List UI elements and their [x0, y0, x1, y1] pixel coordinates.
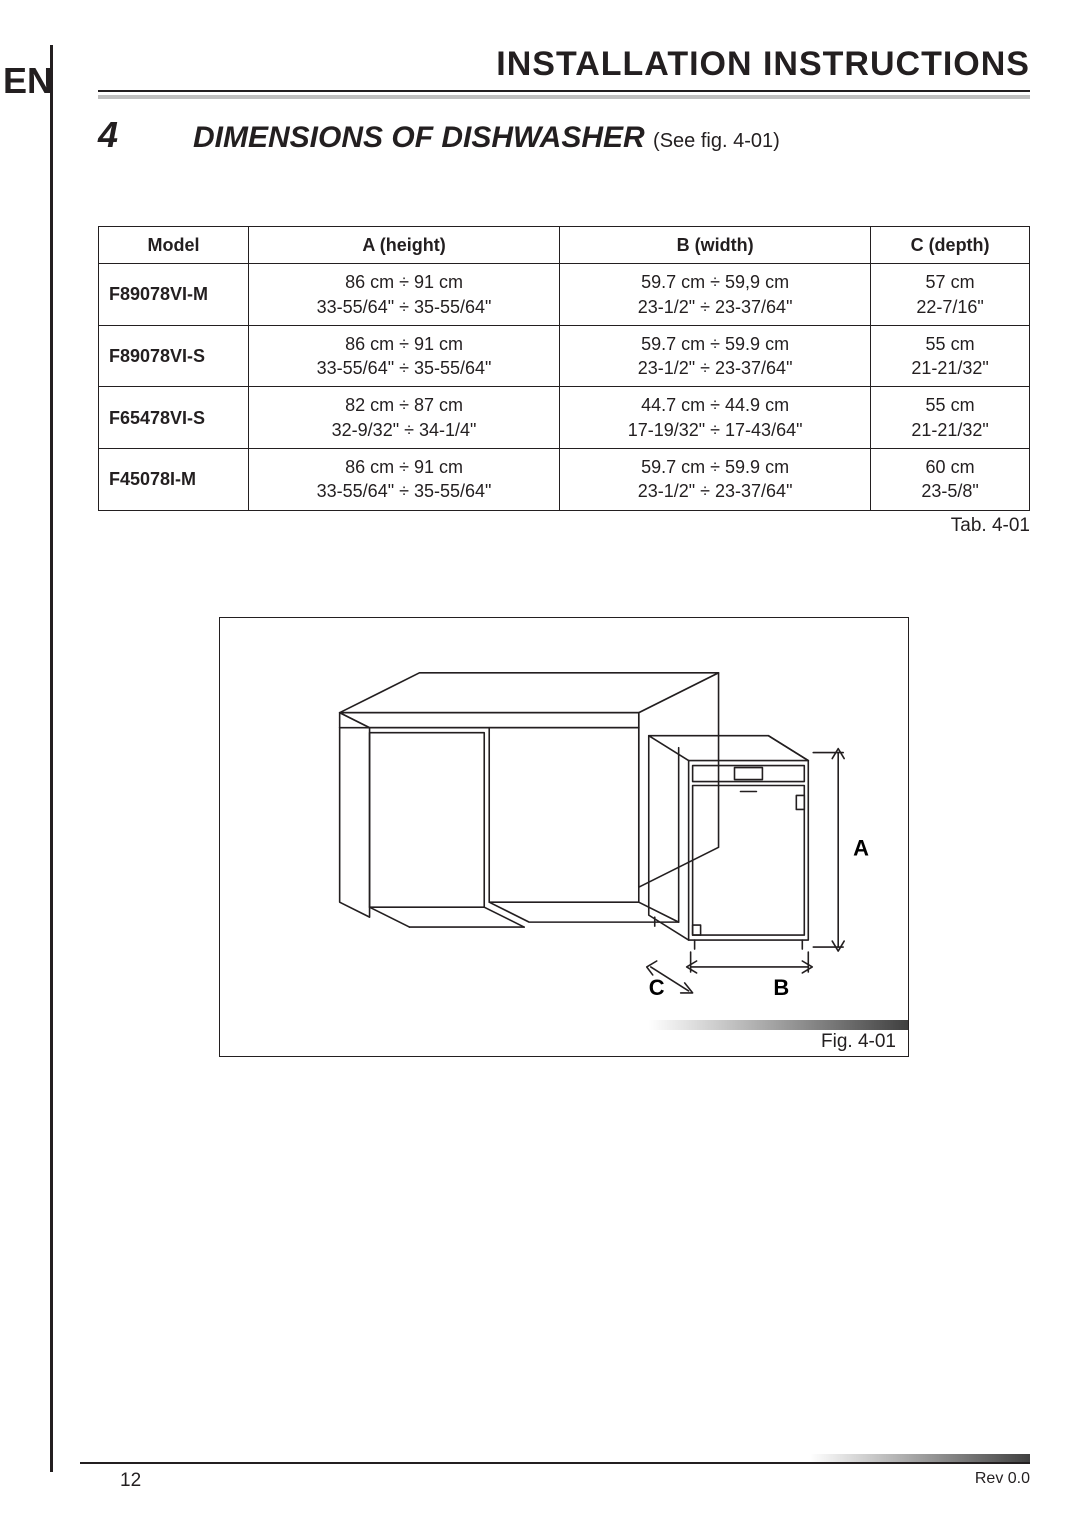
section-number: 4 — [98, 114, 193, 156]
col-model: Model — [99, 227, 249, 264]
cell-B: 59.7 cm ÷ 59.9 cm23-1/2" ÷ 23-37/64" — [560, 449, 871, 511]
page-number: 12 — [120, 1470, 141, 1492]
cell-A: 86 cm ÷ 91 cm33-55/64" ÷ 35-55/64" — [249, 449, 560, 511]
cell-C: 55 cm21-21/32" — [871, 325, 1030, 387]
language-tag: EN — [3, 60, 48, 102]
table-row: F89078VI-S 86 cm ÷ 91 cm33-55/64" ÷ 35-5… — [99, 325, 1030, 387]
table-row: F45078I-M 86 cm ÷ 91 cm33-55/64" ÷ 35-55… — [99, 449, 1030, 511]
dimensions-figure: A B C Fig. 4-01 — [219, 617, 909, 1058]
cell-C: 55 cm21-21/32" — [871, 387, 1030, 449]
cell-model: F65478VI-S — [99, 387, 249, 449]
table-header-row: Model A (height) B (width) C (depth) — [99, 227, 1030, 264]
header-title: INSTALLATION INSTRUCTIONS — [98, 45, 1030, 84]
dim-label-A: A — [853, 835, 869, 860]
col-height: A (height) — [249, 227, 560, 264]
cell-model: F45078I-M — [99, 449, 249, 511]
section-note: (See fig. 4-01) — [653, 130, 780, 152]
cell-C: 60 cm23-5/8" — [871, 449, 1030, 511]
page-header: INSTALLATION INSTRUCTIONS — [98, 45, 1030, 92]
page-footer: 12 Rev 0.0 — [80, 1462, 1030, 1492]
section-heading: 4 DIMENSIONS OF DISHWASHER (See fig. 4-0… — [98, 114, 1030, 156]
figure-caption: Fig. 4-01 — [821, 1031, 896, 1053]
table-row: F89078VI-M 86 cm ÷ 91 cm33-55/64" ÷ 35-5… — [99, 264, 1030, 326]
figure-gradient-bar — [648, 1020, 908, 1030]
dimensions-table: Model A (height) B (width) C (depth) F89… — [98, 226, 1030, 511]
footer-rule — [80, 1462, 1030, 1464]
dishwasher-diagram-icon: A B C — [220, 618, 908, 1057]
cell-A: 86 cm ÷ 91 cm33-55/64" ÷ 35-55/64" — [249, 264, 560, 326]
cell-C: 57 cm22-7/16" — [871, 264, 1030, 326]
table-caption: Tab. 4-01 — [98, 511, 1030, 537]
dim-label-C: C — [649, 975, 665, 1000]
header-underline — [98, 95, 1030, 99]
cell-B: 59.7 cm ÷ 59.9 cm23-1/2" ÷ 23-37/64" — [560, 325, 871, 387]
cell-A: 86 cm ÷ 91 cm33-55/64" ÷ 35-55/64" — [249, 325, 560, 387]
cell-model: F89078VI-M — [99, 264, 249, 326]
revision-label: Rev 0.0 — [975, 1470, 1030, 1488]
dim-label-B: B — [773, 975, 789, 1000]
cell-A: 82 cm ÷ 87 cm32-9/32" ÷ 34-1/4" — [249, 387, 560, 449]
table-row: F65478VI-S 82 cm ÷ 87 cm32-9/32" ÷ 34-1/… — [99, 387, 1030, 449]
col-depth: C (depth) — [871, 227, 1030, 264]
col-width: B (width) — [560, 227, 871, 264]
section-title: DIMENSIONS OF DISHWASHER — [193, 121, 645, 154]
footer-gradient — [810, 1454, 1030, 1462]
cell-model: F89078VI-S — [99, 325, 249, 387]
cell-B: 59.7 cm ÷ 59,9 cm23-1/2" ÷ 23-37/64" — [560, 264, 871, 326]
cell-B: 44.7 cm ÷ 44.9 cm17-19/32" ÷ 17-43/64" — [560, 387, 871, 449]
